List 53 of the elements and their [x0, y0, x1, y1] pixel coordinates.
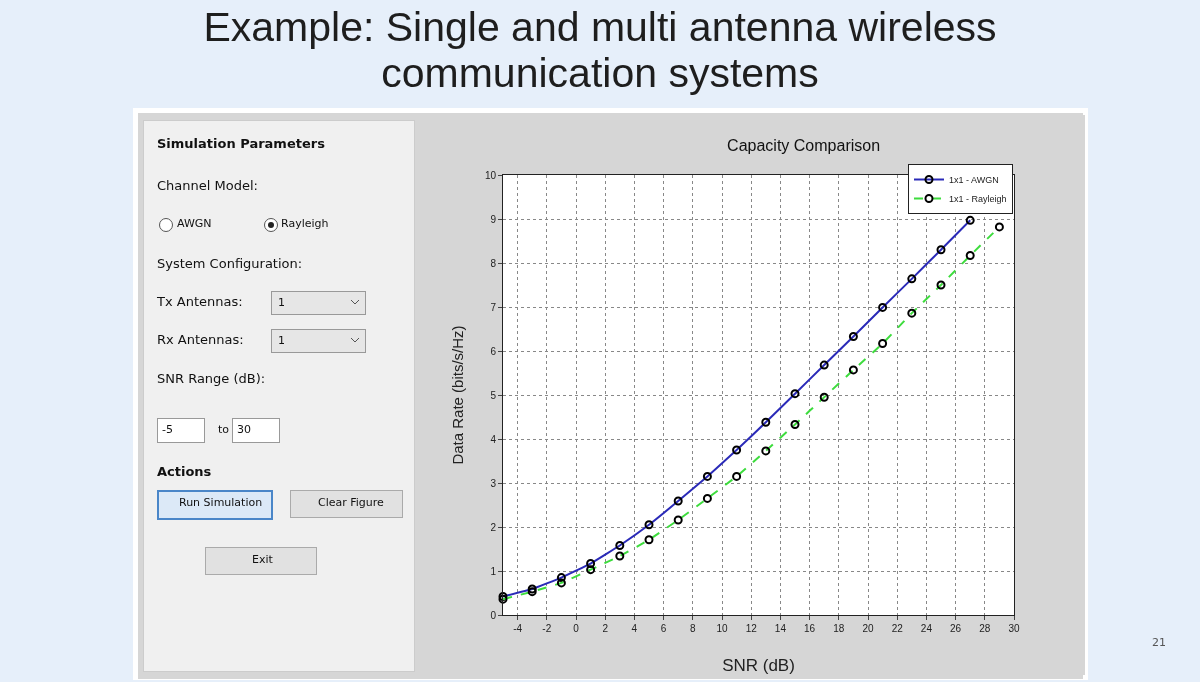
text: Channel Model: [157, 178, 258, 193]
text: to [218, 423, 230, 436]
y-tick-label: 1 [490, 565, 497, 577]
legend-label: 1x1 - AWGN [948, 175, 999, 186]
text: 1 [278, 334, 285, 347]
text: AWGN [177, 217, 212, 230]
x-tick-label: 28 [979, 623, 991, 634]
text: 21 [1152, 636, 1166, 649]
text: Example: Single and multi antenna wireless communication systems [202, 4, 998, 96]
x-tick-label: 2 [602, 623, 609, 634]
x-tick-label: 8 [690, 623, 697, 634]
text: Rayleigh [281, 217, 329, 230]
text: Run Simulation [179, 496, 263, 509]
x-tick-label: 18 [833, 623, 845, 634]
legend-label: 1x1 - Rayleigh [948, 194, 1007, 205]
text: -5 [162, 423, 173, 436]
x-tick-label: 26 [950, 623, 962, 634]
x-tick-label: 0 [573, 623, 580, 634]
text: Simulation Parameters [157, 136, 325, 151]
y-tick-label: 10 [484, 169, 497, 181]
y-tick-label: 3 [490, 477, 497, 489]
y-tick-label: 0 [490, 609, 497, 621]
y-tick-label: 6 [490, 345, 497, 357]
y-tick-label: 8 [490, 257, 497, 269]
chart-title: Capacity Comparison [727, 137, 881, 155]
text: Actions [157, 464, 212, 479]
y-tick-label: 9 [490, 213, 497, 225]
x-tick-label: -4 [513, 623, 523, 634]
x-tick-label: 6 [660, 623, 667, 634]
text: 30 [237, 423, 251, 436]
text: Tx Antennas: [157, 294, 243, 309]
y-tick-label: 2 [490, 521, 497, 533]
x-axis-title: SNR (dB) [722, 656, 795, 675]
text: Rx Antennas: [157, 332, 244, 347]
y-tick-label: 7 [490, 301, 497, 313]
text: 1 [278, 296, 285, 309]
x-tick-label: 4 [631, 623, 638, 634]
x-tick-label: 30 [1008, 623, 1020, 634]
y-tick-label: 4 [490, 433, 497, 445]
x-tick-label: -2 [542, 623, 552, 634]
text: Exit [252, 553, 273, 566]
y-axis-title: Data Rate (bits/s/Hz) [449, 325, 466, 465]
text: SNR Range (dB): [157, 371, 266, 386]
x-tick-label: 22 [891, 623, 904, 634]
x-tick-label: 10 [716, 623, 728, 634]
x-tick-label: 12 [745, 623, 758, 634]
x-tick-label: 14 [774, 623, 787, 634]
text: System Configuration: [157, 256, 303, 271]
x-tick-label: 24 [920, 623, 933, 634]
text: Clear Figure [318, 496, 384, 509]
y-tick-label: 5 [490, 389, 497, 401]
x-tick-label: 20 [862, 623, 874, 634]
x-tick-label: 16 [804, 623, 816, 634]
